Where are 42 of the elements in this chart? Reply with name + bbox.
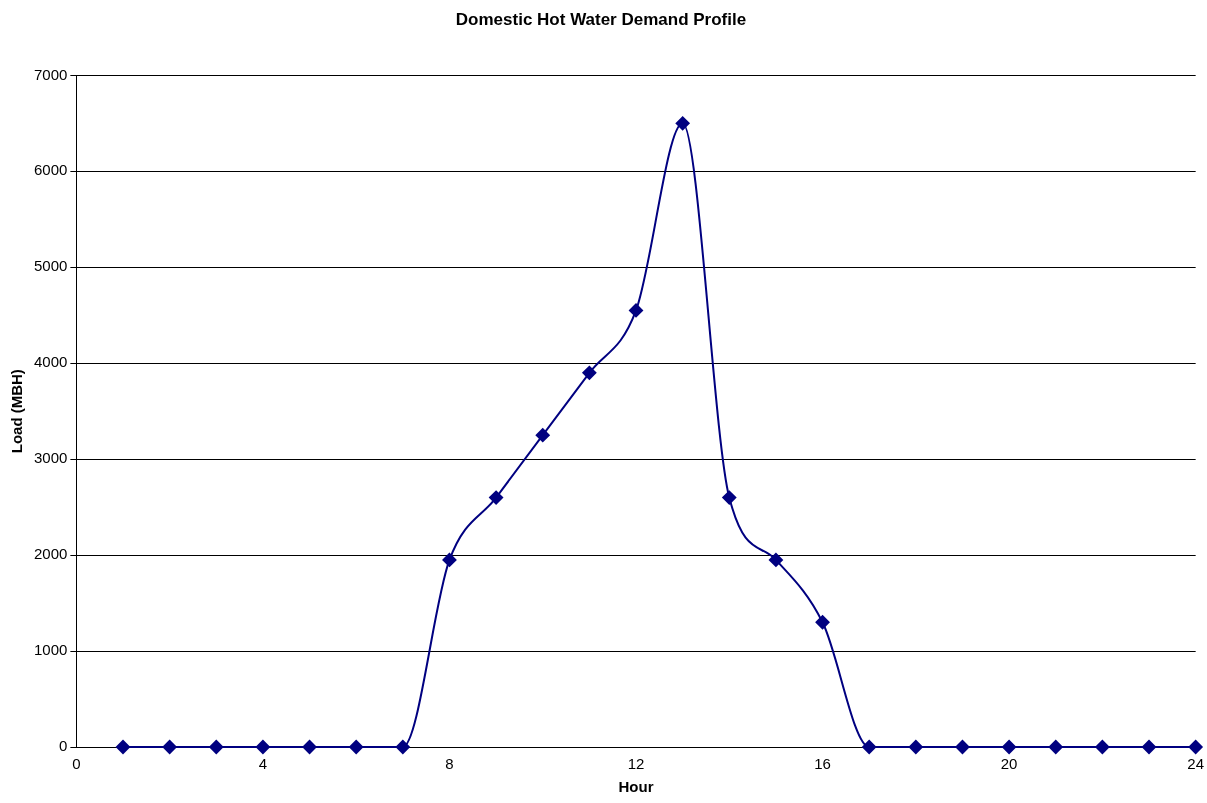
x-tick-label: 8	[445, 755, 454, 773]
y-tick-label: 2000	[33, 545, 68, 563]
point	[1002, 740, 1017, 754]
x-tick-label: 0	[72, 755, 81, 773]
point	[1095, 740, 1110, 754]
point	[302, 740, 317, 754]
point	[209, 740, 224, 754]
point	[349, 740, 364, 754]
y-tick-label: 5000	[33, 257, 68, 275]
y-tick-label: 1000	[33, 641, 68, 659]
y-tick-label: 0	[59, 737, 68, 755]
point	[675, 116, 690, 131]
y-axis-title: Load (MBH)	[8, 369, 26, 454]
point	[116, 740, 131, 754]
point	[722, 490, 737, 505]
point	[955, 740, 970, 754]
chart-title: Domestic Hot Water Demand Profile	[455, 9, 747, 29]
point	[489, 490, 504, 505]
point	[862, 740, 877, 754]
point	[815, 615, 830, 630]
point	[629, 303, 644, 318]
x-axis-title: Hour	[618, 778, 654, 796]
point	[1142, 740, 1157, 754]
point	[395, 740, 410, 754]
y-tick-label: 6000	[33, 161, 68, 179]
x-tick-label: 12	[627, 755, 645, 773]
point	[582, 365, 597, 380]
point	[908, 740, 923, 754]
x-tick-label: 24	[1187, 755, 1204, 773]
point	[162, 740, 177, 754]
point	[535, 428, 550, 443]
y-tick-label: 3000	[33, 449, 68, 467]
x-tick-label: 20	[1000, 755, 1018, 773]
point	[255, 740, 270, 754]
x-tick-label: 4	[258, 755, 268, 773]
y-tick-label: 7000	[33, 65, 68, 83]
point	[1048, 740, 1063, 754]
point	[442, 552, 457, 567]
x-tick-label: 16	[814, 755, 831, 773]
y-tick-label: 4000	[33, 353, 68, 371]
point	[768, 552, 783, 567]
point	[1188, 740, 1203, 754]
